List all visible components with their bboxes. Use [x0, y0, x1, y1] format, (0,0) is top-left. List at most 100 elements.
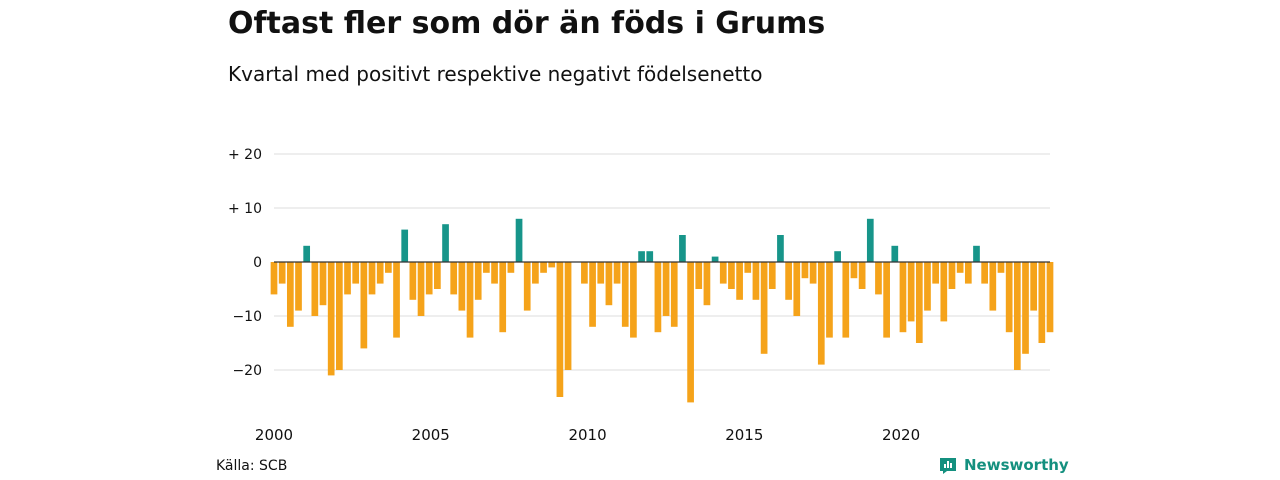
x-tick-label: 2000 — [255, 426, 293, 444]
y-tick-label: −10 — [232, 309, 262, 325]
bar-negative: 2002 Q1: -20 — [336, 262, 343, 370]
bar-negative: 2001 Q4: -21 — [327, 262, 335, 376]
y-tick-label: 0 — [253, 255, 262, 271]
bar-negative: 2008 Q2: -2 — [540, 262, 547, 273]
bar-negative: 2017 Q4: -3 — [850, 262, 858, 279]
bar-negative: 2014 Q3: -2 — [744, 262, 752, 273]
bar-negative: 2004 Q4: -6 — [425, 262, 433, 295]
brand-name: Newsworthy — [964, 456, 1069, 474]
bar-negative: 2011 Q1: -14 — [630, 262, 637, 338]
bars: 2000 Q1: -62000 Q2: -42000 Q3: -122000 Q… — [270, 218, 1054, 403]
bar-negative: 2009 Q4: -12 — [589, 262, 596, 327]
chart-title: Oftast fler som dör än föds i Grums — [228, 6, 826, 41]
newsworthy-logo-icon — [940, 458, 956, 474]
bar-negative: 2014 Q4: -7 — [752, 262, 760, 300]
bar-negative: 2016 Q4: -19 — [817, 262, 825, 365]
brand-logo: Newsworthy — [938, 455, 1069, 475]
bar-negative: 2015 Q1: -17 — [760, 262, 768, 354]
bar-negative: 2022 Q1: -9 — [989, 262, 997, 311]
bar-negative: 2000 Q2: -4 — [278, 262, 286, 284]
bar-negative: 2005 Q3: -6 — [450, 262, 458, 295]
bar-negative: 2017 Q1: -14 — [826, 262, 833, 338]
bar-positive: 2007 Q3: 8 — [515, 218, 523, 262]
bar-negative: 2023 Q2: -9 — [1030, 262, 1038, 311]
x-tick-label: 2020 — [882, 426, 920, 444]
bar-positive: 2015 Q3: 5 — [777, 235, 784, 262]
bar-negative: 2006 Q3: -2 — [483, 262, 490, 273]
x-tick-label: 2010 — [568, 426, 606, 444]
bar-negative: 2004 Q3: -10 — [417, 262, 425, 316]
bar-negative: 2021 Q1: -2 — [956, 262, 964, 273]
bar-negative: 2006 Q1: -14 — [466, 262, 474, 338]
bar-negative: 2010 Q3: -4 — [613, 262, 621, 284]
bar-negative: 2010 Q4: -12 — [621, 262, 629, 327]
bar-negative: 2014 Q1: -5 — [728, 262, 735, 289]
bar-negative: 2022 Q3: -13 — [1005, 262, 1013, 333]
bar-negative: 2007 Q1: -13 — [499, 262, 507, 333]
bar-negative: 2015 Q4: -7 — [785, 262, 792, 300]
bar-negative: 2013 Q2: -8 — [703, 262, 711, 306]
bar-negative: 2006 Q2: -7 — [474, 262, 482, 300]
bar-negative: 2016 Q1: -10 — [793, 262, 801, 316]
bar-negative: 2020 Q4: -5 — [948, 262, 956, 289]
bar-positive: 2012 Q3: 5 — [679, 235, 686, 262]
bar-negative: 2006 Q4: -4 — [491, 262, 498, 284]
bar-negative: 2017 Q3: -14 — [842, 262, 850, 338]
bar-negative: 2013 Q1: -5 — [695, 262, 703, 289]
bar-negative: 2003 Q2: -4 — [376, 262, 384, 284]
bar-negative: 2015 Q2: -5 — [768, 262, 776, 289]
bar-negative: 2008 Q1: -4 — [532, 262, 539, 284]
bar-negative: 2010 Q1: -4 — [597, 262, 605, 284]
bar-negative: 2020 Q2: -4 — [932, 262, 939, 284]
bar-negative: 2016 Q3: -4 — [809, 262, 817, 284]
bar-negative: 2004 Q2: -7 — [409, 262, 417, 300]
bar-negative: 2005 Q1: -5 — [434, 262, 441, 289]
bar-negative: 2018 Q3: -6 — [875, 262, 882, 295]
bar-negative: 2005 Q4: -9 — [458, 262, 466, 311]
bar-negative: 2020 Q1: -9 — [924, 262, 931, 311]
bar-positive: 2013 Q3: 1 — [711, 256, 719, 262]
bar-negative: 2009 Q3: -4 — [581, 262, 588, 284]
bar-negative: 2002 Q4: -16 — [360, 262, 368, 349]
bar-negative: 2007 Q2: -2 — [507, 262, 515, 273]
bar-positive: 2005 Q2: 7 — [442, 224, 449, 262]
bar-negative: 2019 Q2: -13 — [899, 262, 907, 333]
bar-negative: 2010 Q2: -8 — [605, 262, 613, 306]
bar-negative: 2022 Q4: -20 — [1013, 262, 1021, 370]
bar-negative: 2012 Q4: -26 — [687, 262, 694, 403]
y-tick-label: + 10 — [228, 201, 262, 217]
bar-negative: 2023 Q4: -13 — [1046, 262, 1054, 333]
bar-positive: 2018 Q2: 8 — [866, 218, 874, 262]
bar-negative: 2018 Q4: -14 — [883, 262, 890, 338]
bar-positive: 2021 Q3: 3 — [973, 245, 980, 262]
bar-negative: 2002 Q2: -6 — [344, 262, 351, 295]
bar-positive: 2011 Q2: 2 — [638, 251, 645, 262]
bar-positive: 2017 Q2: 2 — [834, 251, 841, 262]
bar-negative: 2023 Q1: -17 — [1022, 262, 1029, 354]
bar-negative: 2000 Q4: -9 — [295, 262, 302, 311]
x-tick-label: 2005 — [412, 426, 450, 444]
bar-negative: 2013 Q4: -4 — [719, 262, 727, 284]
bar-negative: 2002 Q3: -4 — [352, 262, 360, 284]
bar-negative: 2008 Q3: -1 — [548, 262, 556, 268]
x-axis-ticks: 2000 2005 2010 2015 2020 — [255, 426, 920, 444]
bar-negative: 2003 Q3: -2 — [385, 262, 392, 273]
bar-negative: 2003 Q4: -14 — [393, 262, 400, 338]
bar-negative: 2008 Q4: -25 — [556, 262, 564, 397]
bar-negative: 2011 Q4: -13 — [654, 262, 662, 333]
y-axis-ticks: + 20 + 10 0 −10 −20 — [228, 147, 262, 379]
bar-negative: 2000 Q3: -12 — [286, 262, 294, 327]
bar-negative: 2007 Q4: -9 — [523, 262, 531, 311]
bar-negative: 2012 Q2: -12 — [670, 262, 678, 327]
bar-positive: 2011 Q3: 2 — [646, 251, 654, 262]
bar-negative: 2003 Q1: -6 — [368, 262, 376, 295]
bar-negative: 2012 Q1: -10 — [662, 262, 670, 316]
bar-positive: 2019 Q1: 3 — [891, 245, 899, 262]
source-note: Källa: SCB — [216, 458, 288, 474]
x-tick-label: 2015 — [725, 426, 763, 444]
bar-negative: 2019 Q3: -11 — [907, 262, 915, 322]
bar-negative: 2018 Q1: -5 — [858, 262, 866, 289]
bar-negative: 2021 Q4: -4 — [981, 262, 988, 284]
bar-negative: 2000 Q1: -6 — [270, 262, 278, 295]
